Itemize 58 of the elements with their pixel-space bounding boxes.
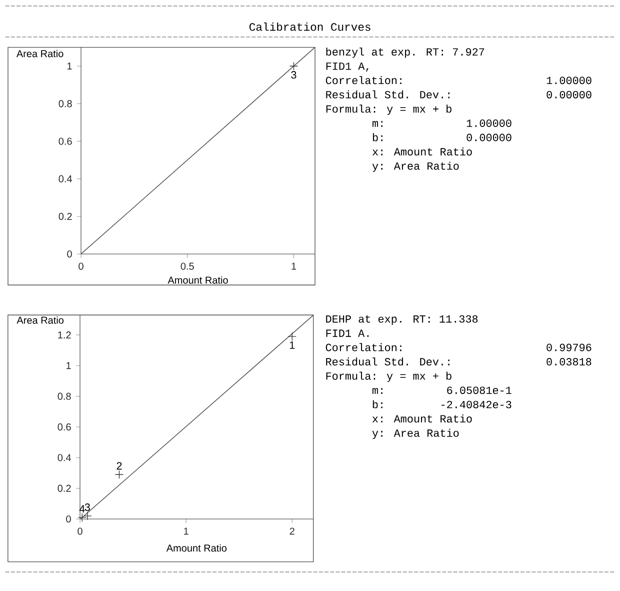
- text: Formula: y = mx + b: [326, 372, 452, 382]
- text: Formula: y = mx + b: [326, 104, 452, 115]
- text: Correlation:: [326, 343, 402, 352]
- annotation: 1: [290, 341, 295, 349]
- y-tick-label: 0.6: [58, 138, 72, 145]
- chart-title: Calibration Curves: [250, 22, 370, 31]
- point: [83, 512, 92, 520]
- text: 1.00000: [546, 76, 592, 84]
- x-tick-label: 0: [78, 528, 82, 535]
- x-tick-label: 0.5: [180, 262, 194, 270]
- text: b:: [372, 133, 382, 142]
- annotation: 4: [79, 505, 85, 513]
- y-tick-label: 0.2: [58, 212, 72, 220]
- text: y: Area Ratio: [372, 428, 459, 439]
- y-tick-label: 0: [67, 250, 72, 258]
- y-tick-label: 1: [67, 62, 72, 70]
- x-tick-label: 1: [184, 528, 188, 535]
- x-axis-title: Amount Ratio: [166, 544, 227, 552]
- y-axis-title: Area Ratio: [16, 316, 64, 324]
- text: x: Amount Ratio: [372, 414, 472, 423]
- x-tick-label: 2: [290, 528, 294, 535]
- text: FID1 A,: [326, 62, 368, 72]
- annotation: 2: [116, 462, 122, 470]
- y-axis-title: Area Ratio: [16, 50, 64, 58]
- y-tick-label: 0.8: [58, 392, 71, 400]
- x-tick-label: 0: [78, 262, 84, 270]
- y-tick-label: 0.4: [58, 454, 72, 462]
- text: Correlation:: [326, 76, 402, 84]
- point: [114, 470, 124, 479]
- text: -2.40842e-3: [442, 400, 512, 408]
- annotation: 3: [84, 503, 90, 511]
- text: m:: [372, 120, 382, 127]
- text: 0.99796: [546, 344, 592, 352]
- text: benzyl at exp. RT: 7.927: [326, 48, 484, 58]
- text: b:: [372, 400, 382, 408]
- text: x: Amount Ratio: [372, 147, 472, 156]
- x-tick-label: 1: [292, 262, 296, 270]
- y-tick-label: 0.4: [58, 175, 72, 182]
- text: DEHP at exp. RT: 11.338: [326, 315, 478, 325]
- text: 0.03818: [546, 358, 592, 366]
- text: FID1 A.: [326, 330, 369, 337]
- text: 6.05081e-1: [447, 386, 512, 394]
- annotation: 3: [291, 71, 296, 79]
- point: [288, 332, 296, 341]
- y-tick-label: 0: [66, 515, 71, 523]
- y-tick-label: 0.2: [58, 484, 71, 492]
- y-tick-label: 1: [66, 362, 71, 370]
- y-tick-label: 1.2: [58, 331, 71, 338]
- text: 0.00000: [546, 90, 592, 98]
- text: m:: [372, 388, 382, 394]
- x-axis-title: Amount Ratio: [168, 276, 228, 284]
- text: Residual Std. Dev.:: [326, 357, 450, 366]
- text: 1.00000: [466, 120, 512, 127]
- y-tick-label: 0.8: [58, 100, 72, 108]
- text: Residual Std. Dev.:: [326, 90, 450, 98]
- y-tick-label: 0.6: [58, 423, 71, 431]
- text: y: Area Ratio: [372, 162, 459, 172]
- text: 0.00000: [466, 134, 512, 142]
